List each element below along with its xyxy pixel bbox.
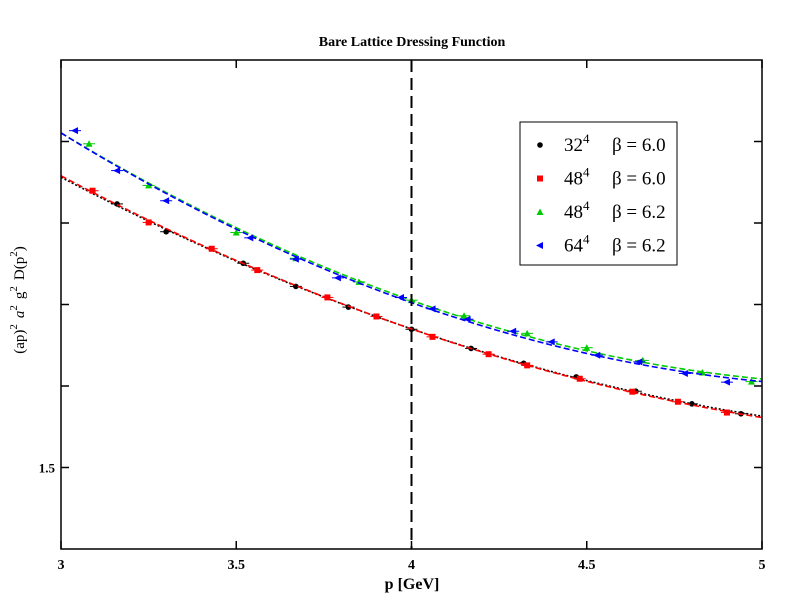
legend-exponent: 4 (583, 165, 590, 180)
legend-beta: β = 6.2 (612, 202, 666, 223)
y-label-sup: 2 (8, 286, 20, 292)
y-label-part: (ap) (12, 330, 28, 354)
data-point (345, 304, 352, 310)
x-tick-label: 3.5 (228, 558, 246, 573)
y-tick-label: 1.5 (39, 461, 56, 476)
data-point (246, 234, 254, 242)
data-point (429, 333, 436, 340)
data-point (576, 375, 583, 382)
data-point (747, 378, 755, 385)
x-tick-label: 3 (58, 558, 65, 573)
legend-exponent: 4 (583, 232, 590, 247)
data-point (524, 362, 531, 369)
data-point (537, 142, 543, 148)
axis-ticks: 3 3.5 4 4.5 5 1.5 (39, 60, 766, 573)
legend-entry: 644 β = 6.2 (536, 232, 666, 257)
y-label-sup: 2 (8, 324, 20, 330)
series-line (60, 176, 763, 417)
data-point (145, 219, 152, 226)
series-layer (60, 127, 763, 419)
data-point (463, 315, 471, 323)
chart-title: Bare Lattice Dressing Function (319, 35, 506, 50)
data-point (232, 229, 240, 236)
data-point (89, 187, 96, 194)
data-point (583, 344, 591, 351)
data-point (113, 167, 121, 175)
data-point (537, 175, 543, 182)
legend-label: 484 β = 6.0 (564, 165, 666, 190)
data-point (460, 312, 468, 319)
legend-series-name: 48 (564, 202, 583, 223)
legend-series-name: 64 (564, 236, 584, 257)
legend-label: 484 β = 6.2 (564, 198, 666, 223)
data-point (428, 305, 436, 313)
legend-series-name: 32 (564, 135, 583, 156)
data-point (547, 338, 555, 346)
data-point (162, 197, 170, 205)
legend-entry: 484 β = 6.0 (537, 165, 666, 190)
data-point (485, 351, 492, 358)
data-point (635, 358, 643, 366)
legend-beta: β = 6.0 (612, 169, 666, 190)
data-point (680, 369, 688, 377)
data-point (396, 293, 404, 301)
legend-label: 324 β = 6.0 (564, 131, 666, 156)
data-point (254, 267, 261, 274)
y-axis-label: (ap)2a2g2D(p2) (8, 246, 28, 353)
y-label-part: g (12, 291, 28, 299)
y-label-sup: 2 (8, 305, 20, 311)
data-point (722, 378, 730, 386)
data-point (163, 228, 169, 235)
data-point (373, 313, 380, 320)
legend-box (519, 121, 678, 266)
legend-beta: β = 6.0 (612, 135, 666, 156)
y-label-part: ) (12, 246, 28, 251)
data-point (536, 208, 544, 215)
data-point (324, 294, 331, 301)
x-tick-label: 5 (759, 558, 766, 573)
x-tick-label: 4 (408, 558, 415, 573)
data-point (85, 140, 93, 147)
legend-beta: β = 6.2 (612, 236, 666, 257)
data-point (333, 274, 341, 282)
y-label-part: a (12, 311, 28, 319)
series-line (60, 175, 763, 419)
data-point (674, 398, 681, 405)
x-axis-label: p [GeV] (385, 576, 440, 593)
data-point (208, 245, 215, 252)
y-label-part: D(p (12, 257, 28, 280)
data-point (536, 242, 543, 249)
legend-label: 644 β = 6.2 (564, 232, 666, 257)
y-label-sup: 2 (8, 251, 20, 257)
data-point (509, 327, 517, 335)
legend-entry: 484 β = 6.2 (536, 198, 666, 223)
legend-exponent: 4 (583, 131, 590, 146)
data-point (593, 351, 601, 359)
x-tick-label: 4.5 (578, 558, 596, 573)
data-point (523, 329, 531, 337)
data-point (629, 388, 636, 395)
legend-entry: 324 β = 6.0 (537, 131, 666, 156)
legend-exponent: 4 (583, 198, 590, 213)
data-point (145, 181, 153, 189)
data-point (291, 255, 299, 263)
legend-series-name: 48 (564, 169, 583, 190)
data-point (71, 127, 79, 135)
data-point (723, 409, 730, 416)
